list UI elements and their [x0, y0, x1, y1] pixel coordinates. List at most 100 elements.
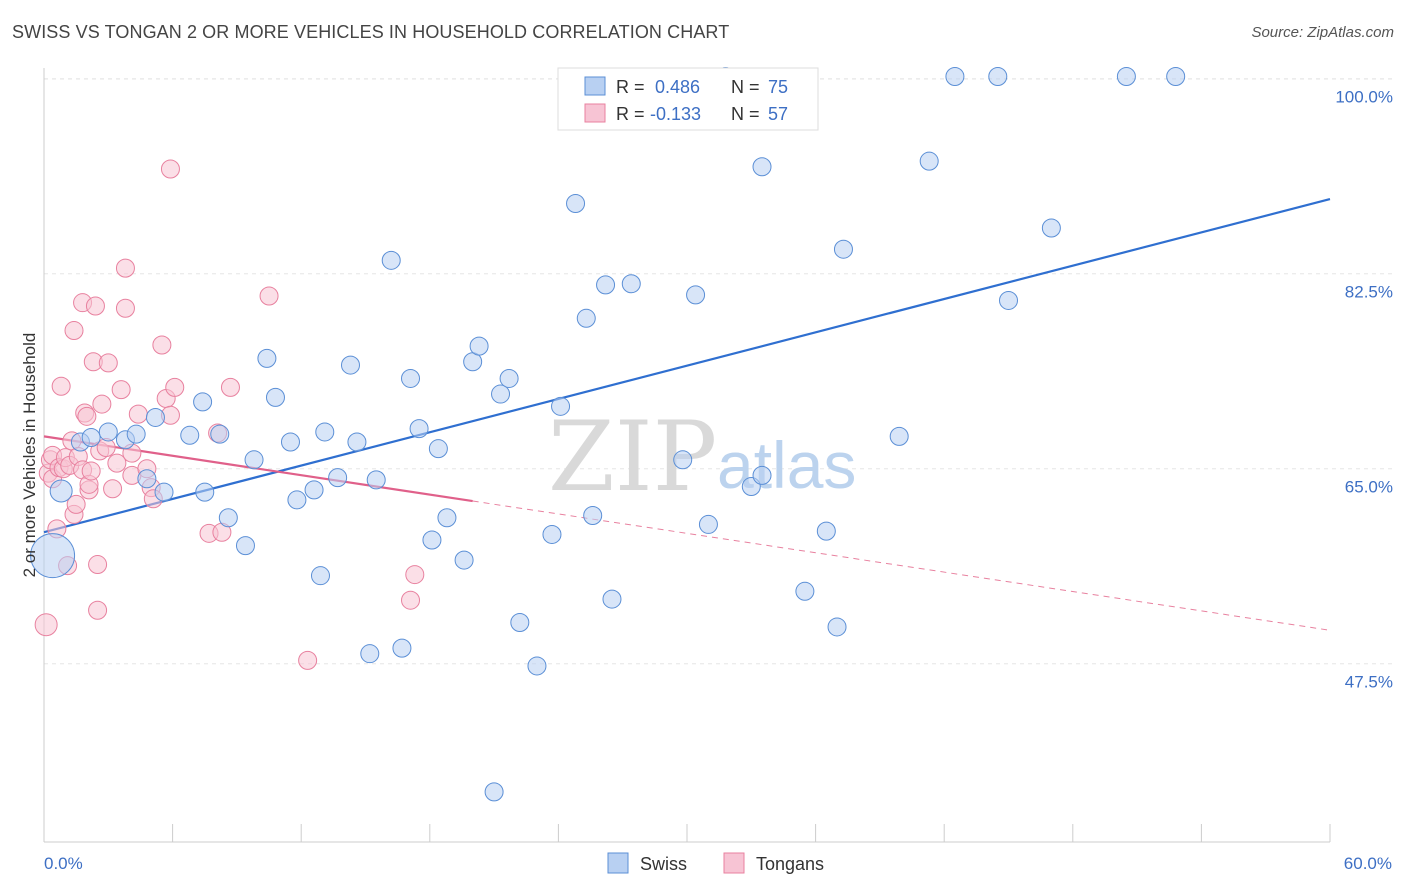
chart-title: SWISS VS TONGAN 2 OR MORE VEHICLES IN HO…	[12, 22, 730, 42]
tongans-point	[98, 353, 118, 373]
y-axis-label: 2 or more Vehicles in Household	[20, 333, 39, 578]
swiss-point	[527, 656, 547, 676]
swiss-point	[347, 432, 367, 452]
tongans-point	[220, 377, 240, 397]
legend-n-value-swiss: 75	[768, 77, 788, 97]
tongans-point	[128, 404, 148, 424]
swiss-point	[919, 151, 939, 171]
tongans-point	[111, 380, 131, 400]
tongans-point	[259, 286, 279, 306]
swiss-point	[542, 524, 562, 544]
tongans-point	[34, 613, 58, 637]
chart-source: Source: ZipAtlas.com	[1251, 24, 1394, 41]
swiss-point	[381, 250, 401, 270]
swiss-point	[752, 157, 772, 177]
swiss-point	[576, 308, 596, 328]
tongans-point	[88, 555, 108, 575]
tongans-point	[85, 296, 105, 316]
swiss-point	[437, 508, 457, 528]
swiss-point	[1166, 66, 1186, 86]
bottom-legend-swatch-tongans	[723, 852, 745, 874]
swiss-point	[566, 194, 586, 214]
bottom-legend-swiss: Swiss	[640, 854, 687, 874]
legend-r-label-tongans: R =	[616, 104, 645, 124]
legend-r-label-swiss: R =	[616, 77, 645, 97]
swiss-point	[491, 384, 511, 404]
tongans-point	[103, 479, 123, 499]
x-tick-label: 0.0%	[44, 854, 83, 873]
swiss-points	[30, 66, 1186, 802]
swiss-point	[340, 355, 360, 375]
swiss-point	[193, 392, 213, 412]
tongans-point	[160, 159, 180, 179]
tongans-point	[66, 494, 86, 514]
swiss-point	[551, 396, 571, 416]
legend-r-value-tongans: -0.133	[650, 104, 701, 124]
legend-swatch-swiss	[584, 76, 606, 96]
swiss-point	[454, 550, 474, 570]
y-tick-label: 82.5%	[1345, 283, 1393, 302]
watermark-zip: ZIP	[548, 401, 717, 513]
legend-r-value-swiss: 0.486	[655, 77, 700, 97]
swiss-point	[686, 285, 706, 305]
y-tick-label: 47.5%	[1345, 673, 1393, 692]
swiss-point	[621, 274, 641, 294]
bottom-legend-tongans: Tongans	[756, 854, 824, 874]
swiss-point	[180, 425, 200, 445]
tongans-point	[152, 335, 172, 355]
swiss-point	[98, 422, 118, 442]
tongans-point	[401, 590, 421, 610]
swiss-point	[583, 506, 603, 526]
swiss-point	[280, 432, 300, 452]
series-legend: Swiss Tongans	[607, 852, 824, 874]
swiss-point	[484, 782, 504, 802]
swiss-point	[244, 450, 264, 470]
swiss-point	[137, 469, 157, 489]
tongans-points	[34, 159, 425, 670]
swiss-point	[218, 508, 238, 528]
legend-swatch-tongans	[584, 103, 606, 123]
tongans-point	[92, 394, 112, 414]
swiss-point	[752, 465, 772, 485]
swiss-point	[1116, 66, 1136, 86]
swiss-point	[287, 490, 307, 510]
bottom-legend-swatch-swiss	[607, 852, 629, 874]
swiss-point	[469, 336, 489, 356]
swiss-point	[596, 275, 616, 295]
swiss-point	[999, 290, 1018, 310]
tongans-point	[64, 321, 84, 341]
swiss-point	[30, 533, 76, 579]
swiss-point	[392, 638, 412, 658]
swiss-point	[698, 514, 718, 534]
swiss-point	[366, 470, 386, 490]
tongans-point	[88, 600, 108, 620]
swiss-point	[195, 482, 215, 502]
swiss-point	[81, 428, 101, 448]
swiss-point	[602, 589, 622, 609]
swiss-point	[257, 348, 277, 368]
swiss-point	[154, 482, 174, 502]
y-tick-label: 65.0%	[1345, 478, 1393, 497]
tongans-point	[165, 377, 185, 397]
swiss-point	[235, 536, 255, 556]
swiss-point	[409, 419, 429, 439]
tongans-point	[107, 453, 127, 473]
swiss-point	[360, 644, 380, 664]
swiss-point	[304, 480, 324, 500]
swiss-point	[265, 387, 285, 407]
swiss-point	[988, 66, 1008, 86]
tongans-trend-extension	[472, 500, 1331, 631]
swiss-point	[428, 439, 448, 459]
swiss-point	[126, 424, 146, 444]
tongans-point	[115, 258, 135, 278]
swiss-point	[328, 468, 348, 488]
swiss-point	[422, 530, 442, 550]
watermark-atlas: atlas	[717, 428, 856, 502]
swiss-point	[310, 566, 330, 586]
swiss-trend-line	[43, 197, 1331, 534]
legend-n-label-tongans: N =	[731, 104, 760, 124]
x-tick-label: 60.0%	[1344, 854, 1392, 873]
tongans-point	[298, 650, 318, 670]
swiss-point	[510, 612, 530, 632]
